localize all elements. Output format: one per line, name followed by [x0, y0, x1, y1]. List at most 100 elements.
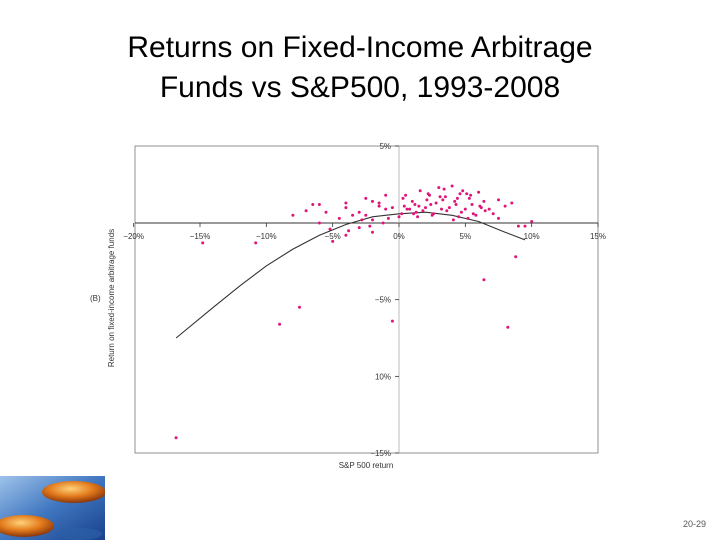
data-point	[418, 189, 422, 193]
data-point	[357, 226, 361, 230]
data-point	[405, 207, 409, 211]
data-point	[482, 199, 486, 203]
data-point	[390, 319, 394, 323]
x-tick-label: −15%	[190, 232, 211, 241]
data-point	[402, 204, 406, 208]
data-point	[429, 203, 433, 206]
x-tick-label: −20%	[123, 232, 144, 241]
data-point	[351, 213, 355, 217]
fit-curve	[175, 211, 526, 339]
data-point	[404, 193, 408, 197]
data-point	[401, 196, 405, 200]
x-tick-label: −5%	[325, 232, 341, 241]
data-point	[482, 278, 486, 282]
data-point	[437, 186, 441, 190]
data-point	[516, 224, 520, 228]
y-tick-label: 10%	[375, 372, 391, 381]
data-point	[445, 209, 449, 213]
data-point	[397, 215, 401, 219]
data-point	[470, 203, 474, 206]
data-point	[450, 184, 454, 188]
data-point	[390, 206, 394, 210]
data-point	[483, 209, 487, 213]
data-point	[424, 206, 427, 210]
data-point	[503, 204, 507, 208]
data-point	[344, 201, 348, 205]
data-point	[413, 203, 417, 206]
data-point	[441, 198, 445, 202]
x-tick-label: 5%	[460, 232, 472, 241]
data-point	[386, 216, 390, 220]
data-point	[453, 199, 457, 203]
data-point	[324, 210, 328, 214]
data-point	[426, 192, 430, 196]
data-point	[434, 201, 438, 205]
data-point	[412, 212, 416, 216]
data-point	[384, 207, 388, 211]
data-point	[467, 196, 471, 200]
data-point	[368, 224, 372, 228]
data-point	[304, 209, 308, 213]
data-point	[463, 207, 467, 211]
data-point	[457, 215, 461, 219]
data-point	[347, 229, 351, 233]
data-point	[317, 221, 321, 225]
data-point	[364, 196, 368, 200]
data-point	[371, 218, 374, 222]
data-point	[455, 196, 459, 200]
data-point	[465, 192, 469, 196]
data-point	[344, 233, 348, 237]
data-point	[514, 255, 518, 259]
data-point	[440, 207, 443, 211]
data-point	[298, 305, 301, 309]
data-point	[487, 207, 491, 211]
data-point	[442, 187, 446, 191]
slide-title-line-2: Funds vs S&P500, 1993-2008	[159, 71, 561, 104]
data-point	[201, 241, 205, 245]
data-point	[478, 204, 482, 208]
x-tick-label: 10%	[524, 232, 540, 241]
data-point	[337, 216, 341, 220]
data-point	[254, 241, 258, 245]
slide-title-line-1: Returns on Fixed-Income Arbitrage	[127, 31, 593, 64]
data-point	[461, 189, 465, 193]
y-tick-label: −15%	[370, 449, 391, 458]
data-point	[530, 220, 534, 223]
data-point	[506, 325, 510, 329]
data-point	[317, 203, 321, 206]
y-axis-label: Return on fixed-income arbitrage funds	[107, 229, 116, 367]
data-point	[477, 190, 481, 194]
x-tick-label: 0%	[393, 232, 405, 241]
data-point	[443, 195, 447, 199]
data-point	[447, 206, 451, 210]
x-tick-label: 15%	[590, 232, 606, 241]
data-point	[400, 212, 404, 216]
data-point	[510, 201, 514, 205]
data-point	[311, 203, 315, 206]
data-point	[331, 239, 335, 243]
data-point	[410, 199, 414, 203]
data-point	[377, 204, 381, 208]
data-point	[371, 230, 374, 234]
data-point	[497, 198, 500, 202]
x-tick-label: −10%	[256, 232, 277, 241]
data-point	[454, 203, 458, 206]
data-point	[344, 206, 348, 210]
data-point	[471, 212, 475, 216]
data-point	[174, 436, 178, 440]
data-point	[377, 201, 381, 205]
data-point	[384, 193, 388, 197]
y-tick-label: −5%	[375, 296, 391, 305]
data-point	[278, 322, 282, 326]
data-point	[381, 221, 385, 225]
data-point	[360, 218, 364, 222]
data-point	[458, 192, 462, 196]
data-point	[497, 216, 500, 220]
data-point	[466, 216, 470, 220]
page-number: 20-29	[682, 519, 706, 529]
data-point	[491, 212, 495, 216]
data-point	[425, 198, 429, 202]
data-point	[291, 213, 295, 217]
data-point	[371, 199, 374, 203]
